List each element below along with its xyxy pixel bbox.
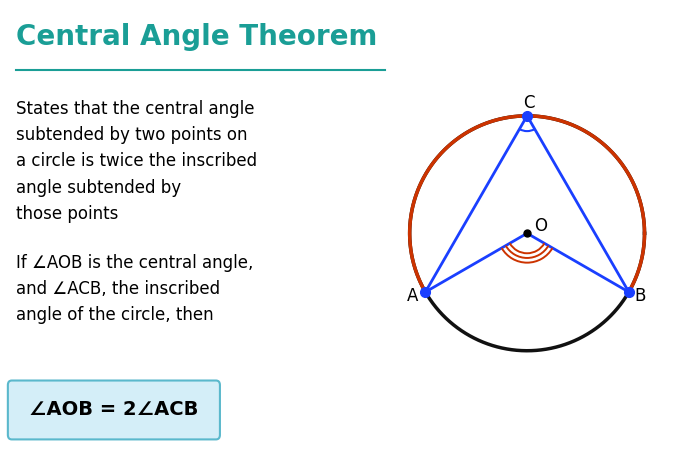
Text: If ∠AOB is the central angle,
and ∠ACB, the inscribed
angle of the circle, then: If ∠AOB is the central angle, and ∠ACB, … bbox=[16, 254, 253, 324]
FancyBboxPatch shape bbox=[8, 381, 220, 439]
Text: B: B bbox=[635, 287, 646, 305]
Text: Central Angle Theorem: Central Angle Theorem bbox=[16, 23, 377, 51]
Text: C: C bbox=[524, 94, 535, 111]
Text: States that the central angle
subtended by two points on
a circle is twice the i: States that the central angle subtended … bbox=[16, 100, 257, 223]
Text: O: O bbox=[534, 217, 547, 235]
Text: ∠AOB = 2∠ACB: ∠AOB = 2∠ACB bbox=[29, 400, 198, 419]
Text: A: A bbox=[407, 287, 418, 305]
